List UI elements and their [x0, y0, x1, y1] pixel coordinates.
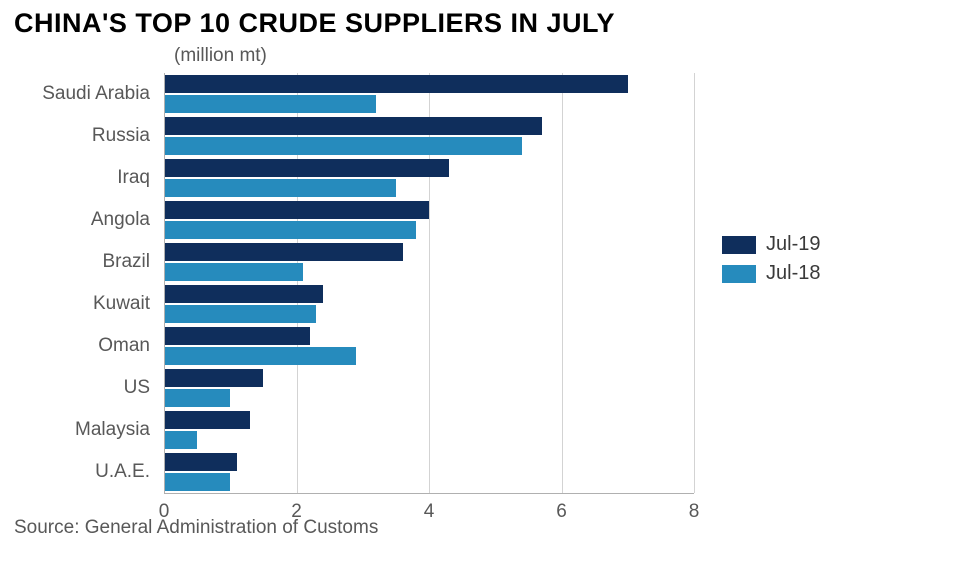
y-axis-line — [164, 73, 165, 493]
bar — [164, 95, 376, 113]
y-unit-label: (million mt) — [174, 45, 965, 67]
legend-swatch — [722, 265, 756, 283]
y-axis-label: U.A.E. — [14, 461, 150, 483]
y-axis-label: Iraq — [14, 167, 150, 189]
legend-item: Jul-19 — [722, 233, 820, 256]
legend-swatch — [722, 236, 756, 254]
bar — [164, 137, 522, 155]
bar — [164, 243, 403, 261]
x-tick-label: 4 — [424, 501, 435, 523]
legend-label: Jul-19 — [766, 233, 820, 256]
y-axis-label: Kuwait — [14, 293, 150, 315]
bar — [164, 411, 250, 429]
x-tick-label: 0 — [159, 501, 170, 523]
y-axis-label: Malaysia — [14, 419, 150, 441]
y-axis-label: Saudi Arabia — [14, 83, 150, 105]
bar — [164, 347, 356, 365]
bar — [164, 453, 237, 471]
bar — [164, 327, 310, 345]
chart: Saudi Arabia Russia Iraq Angola Brazil Kuwait… — [14, 73, 965, 493]
bar — [164, 201, 429, 219]
legend-item: Jul-18 — [722, 262, 820, 285]
legend-label: Jul-18 — [766, 262, 820, 285]
gridline — [694, 73, 695, 493]
source-caption: Source: General Administration of Custom… — [14, 517, 965, 539]
bar — [164, 473, 230, 491]
bar — [164, 221, 416, 239]
legend: Jul-19 Jul-18 — [722, 233, 820, 291]
bar — [164, 431, 197, 449]
y-axis-label: US — [14, 377, 150, 399]
x-axis-line — [164, 493, 694, 494]
bar — [164, 285, 323, 303]
y-axis-label: Brazil — [14, 251, 150, 273]
bar — [164, 159, 449, 177]
x-tick-label: 6 — [556, 501, 567, 523]
bar — [164, 75, 628, 93]
bar — [164, 305, 316, 323]
y-axis-label: Oman — [14, 335, 150, 357]
x-tick-label: 2 — [291, 501, 302, 523]
bar — [164, 369, 263, 387]
bar — [164, 263, 303, 281]
y-axis-label: Angola — [14, 209, 150, 231]
bar — [164, 117, 542, 135]
y-axis-label: Russia — [14, 125, 150, 147]
plot-area: Saudi Arabia Russia Iraq Angola Brazil Kuwait… — [14, 73, 694, 493]
bar — [164, 389, 230, 407]
chart-title: CHINA'S TOP 10 CRUDE SUPPLIERS IN JULY — [14, 8, 965, 39]
x-tick-label: 8 — [689, 501, 700, 523]
bar — [164, 179, 396, 197]
